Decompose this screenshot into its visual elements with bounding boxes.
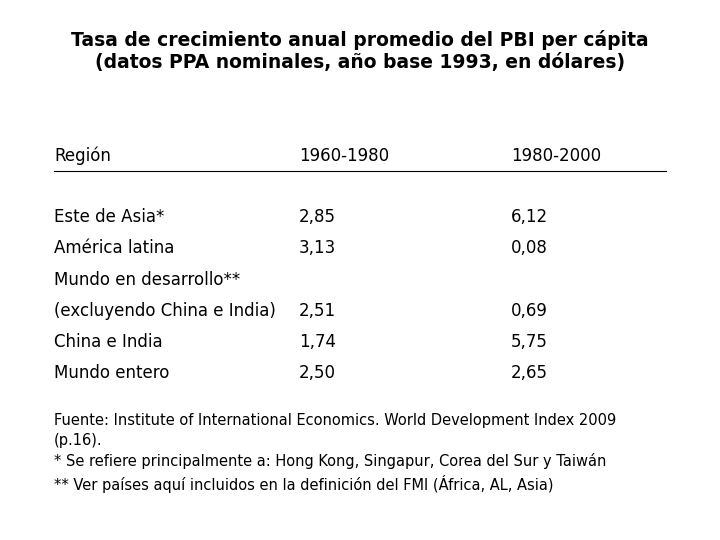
Text: Este de Asia*: Este de Asia* bbox=[54, 208, 164, 226]
Text: 6,12: 6,12 bbox=[511, 208, 549, 226]
Text: 1980-2000: 1980-2000 bbox=[511, 147, 601, 165]
Text: 2,85: 2,85 bbox=[299, 208, 336, 226]
Text: China e India: China e India bbox=[54, 333, 163, 351]
Text: 1960-1980: 1960-1980 bbox=[299, 147, 389, 165]
Text: 3,13: 3,13 bbox=[299, 239, 336, 257]
Text: América latina: América latina bbox=[54, 239, 174, 257]
Text: Tasa de crecimiento anual promedio del PBI per cápita
(datos PPA nominales, año : Tasa de crecimiento anual promedio del P… bbox=[71, 30, 649, 72]
Text: 2,65: 2,65 bbox=[511, 364, 548, 382]
Text: 5,75: 5,75 bbox=[511, 333, 548, 351]
Text: Región: Región bbox=[54, 146, 111, 165]
Text: Mundo entero: Mundo entero bbox=[54, 364, 169, 382]
Text: 0,69: 0,69 bbox=[511, 302, 548, 320]
Text: Fuente: Institute of International Economics. World Development Index 2009
(p.16: Fuente: Institute of International Econo… bbox=[54, 413, 616, 493]
Text: 0,08: 0,08 bbox=[511, 239, 548, 257]
Text: Mundo en desarrollo**: Mundo en desarrollo** bbox=[54, 271, 240, 288]
Text: 2,51: 2,51 bbox=[299, 302, 336, 320]
Text: 2,50: 2,50 bbox=[299, 364, 336, 382]
Text: (excluyendo China e India): (excluyendo China e India) bbox=[54, 302, 276, 320]
Text: 1,74: 1,74 bbox=[299, 333, 336, 351]
